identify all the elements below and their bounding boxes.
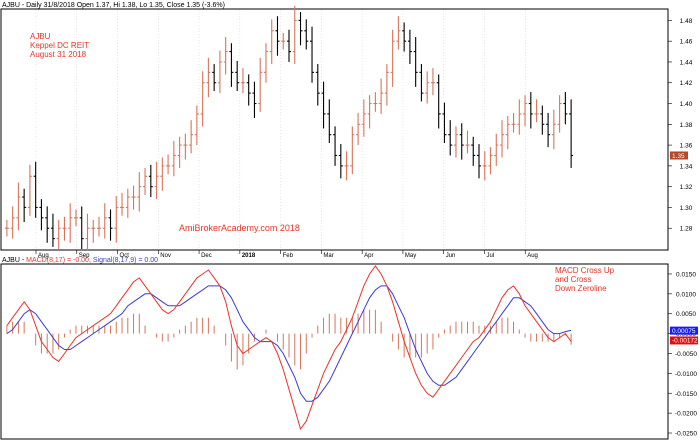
macd-pane-frame xyxy=(0,263,669,440)
price-tick-label: 1.36 xyxy=(680,143,693,150)
last-price-tag: 1.35 xyxy=(670,151,688,160)
month-label: Aug xyxy=(527,253,538,259)
macd-value-tag: 0.00075 xyxy=(670,326,698,335)
price-tick-label: 1.28 xyxy=(680,226,693,233)
month-label: Jul xyxy=(486,253,494,259)
price-bars xyxy=(4,5,574,252)
price-grid xyxy=(35,10,526,249)
month-labels: Aug Sep Oct Nov Dec 2018 Feb Mar Apr May Jun Jul Aug xyxy=(35,250,538,259)
price-tick-label: 1.30 xyxy=(680,205,693,212)
macd-y-axis: 0.01500.01000.00500.0000-0.0050-0.0100-0… xyxy=(668,271,697,438)
price-tick-label: 1.40 xyxy=(680,101,693,108)
macd-header: AJBU - MACD(8,17) = -0.00, Signal(8,17,9… xyxy=(2,257,158,264)
price-pane-frame xyxy=(0,8,669,251)
macd-header-macd: MACD(8,17) = -0.00, xyxy=(26,257,91,264)
price-tick-label: 1.34 xyxy=(680,163,693,170)
price-header: AJBU - Daily 31/8/2018 Open 1.37, Hi 1.3… xyxy=(2,2,225,9)
price-tick-label: 1.38 xyxy=(680,122,693,129)
signal-value-tag: -0.00172 xyxy=(670,336,698,345)
month-label: Jun xyxy=(446,253,456,259)
watermark: AmiBrokerAcademy.com 2018 xyxy=(179,223,300,233)
macd-tick-label: -0.0150 xyxy=(675,391,697,398)
price-tick-label: 1.46 xyxy=(680,39,693,46)
annotation-date: August 31 2018 xyxy=(30,50,87,59)
annotation-ticker: AJBU xyxy=(30,32,51,41)
month-label: May xyxy=(405,253,416,259)
month-label: Aug xyxy=(38,253,49,259)
macd-header-signal: Signal(8,17,9) = 0.00 xyxy=(93,257,158,264)
macd-lines xyxy=(6,265,572,431)
price-tick-label: 1.32 xyxy=(680,184,693,191)
macd-histogram xyxy=(6,309,572,370)
month-label: Sep xyxy=(79,253,90,259)
month-label: Apr xyxy=(364,253,373,259)
macd-note-line2: and Cross xyxy=(555,275,591,284)
macd-tick-label: -0.0250 xyxy=(675,431,697,438)
price-tick-label: 1.48 xyxy=(680,18,693,25)
price-y-axis: 1.28 1.30 1.32 1.34 1.36 1.38 1.40 1.42 1.44 1.46… xyxy=(668,18,693,233)
month-label: Nov xyxy=(160,253,171,259)
month-label: 2018 xyxy=(242,253,256,259)
macd-tick-label: -0.0200 xyxy=(675,411,697,418)
price-tick-label: 1.44 xyxy=(680,59,693,66)
macd-value-label: 0.00075 xyxy=(672,328,696,335)
month-label: Mar xyxy=(323,253,333,259)
macd-tick-label: 0.0050 xyxy=(676,311,696,318)
annotation-name: Keppel DC REIT xyxy=(30,41,89,50)
macd-tick-label: 0.0100 xyxy=(676,291,696,298)
signal-value-label: -0.00172 xyxy=(672,338,698,345)
macd-header-prefix: AJBU - xyxy=(2,257,26,264)
macd-tick-label: 0.0150 xyxy=(676,271,696,278)
macd-note-line1: MACD Cross Up xyxy=(555,266,615,275)
month-label: Dec xyxy=(201,253,212,259)
macd-tick-label: -0.0050 xyxy=(675,351,697,358)
macd-note-line3: Down Zeroline xyxy=(555,284,607,293)
price-tick-label: 1.42 xyxy=(680,80,693,87)
month-label: Oct xyxy=(120,253,130,259)
macd-tick-label: -0.0100 xyxy=(675,371,697,378)
macd-line xyxy=(6,265,572,431)
month-label: Feb xyxy=(283,253,294,259)
last-price-label: 1.35 xyxy=(672,153,685,160)
signal-line xyxy=(6,285,572,402)
